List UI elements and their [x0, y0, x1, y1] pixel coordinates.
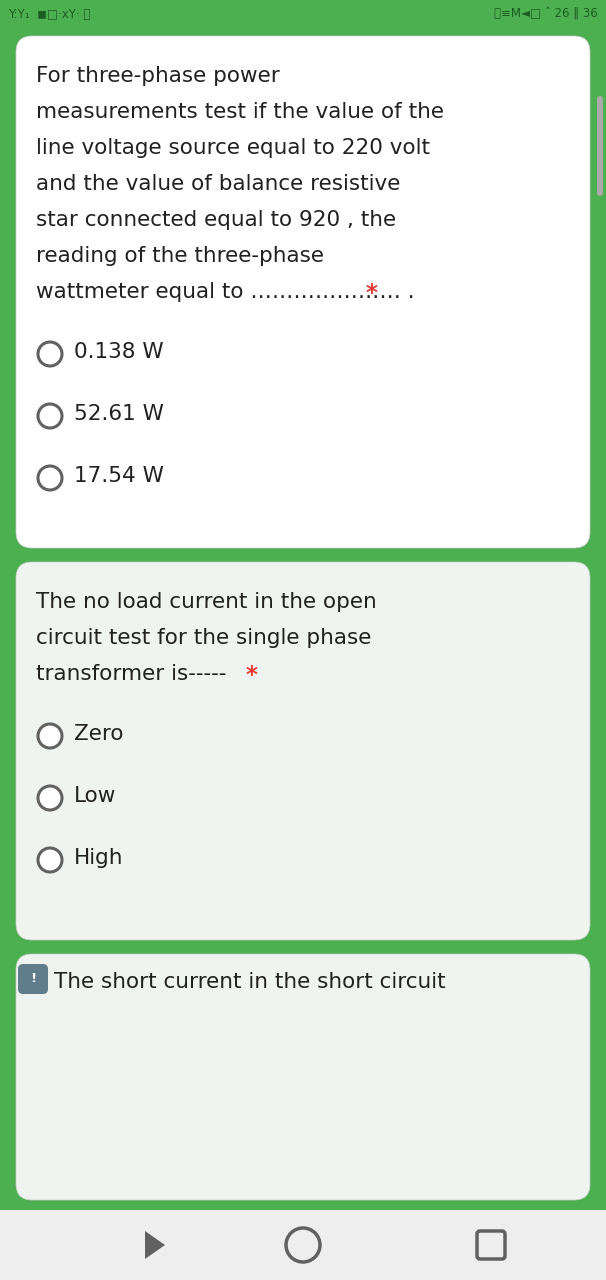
FancyBboxPatch shape	[18, 964, 48, 995]
Text: Zero: Zero	[74, 724, 124, 744]
Circle shape	[38, 404, 62, 428]
Text: !: !	[30, 973, 36, 986]
Text: Y:Y₁  ◼□·xY· ⏰: Y:Y₁ ◼□·xY· ⏰	[8, 8, 90, 20]
Text: 0.138 W: 0.138 W	[74, 342, 164, 362]
Text: The no load current in the open: The no load current in the open	[36, 591, 377, 612]
Text: star connected equal to 920 , the: star connected equal to 920 , the	[36, 210, 396, 230]
Text: 52.61 W: 52.61 W	[74, 404, 164, 424]
Circle shape	[38, 342, 62, 366]
Text: line voltage source equal to 220 volt: line voltage source equal to 220 volt	[36, 138, 430, 157]
Circle shape	[38, 786, 62, 810]
Polygon shape	[145, 1231, 165, 1260]
FancyBboxPatch shape	[16, 36, 590, 548]
Text: transformer is-----: transformer is-----	[36, 664, 233, 684]
Text: *: *	[246, 664, 258, 687]
FancyBboxPatch shape	[16, 954, 590, 1201]
Circle shape	[38, 466, 62, 490]
Text: Low: Low	[74, 786, 116, 806]
Text: and the value of balance resistive: and the value of balance resistive	[36, 174, 401, 195]
Text: reading of the three-phase: reading of the three-phase	[36, 246, 324, 266]
Text: measurements test if the value of the: measurements test if the value of the	[36, 102, 444, 122]
Bar	[0, 0, 606, 28]
Text: For three-phase power: For three-phase power	[36, 67, 280, 86]
FancyBboxPatch shape	[597, 96, 603, 196]
Circle shape	[38, 724, 62, 748]
FancyBboxPatch shape	[16, 562, 590, 940]
Text: 記≡M◄□ ˆ 26 ‖ 36: 記≡M◄□ ˆ 26 ‖ 36	[494, 8, 598, 20]
Text: wattmeter equal to ………………… .: wattmeter equal to ………………… .	[36, 282, 422, 302]
Circle shape	[38, 847, 62, 872]
Text: High: High	[74, 847, 124, 868]
Text: 17.54 W: 17.54 W	[74, 466, 164, 486]
Text: circuit test for the single phase: circuit test for the single phase	[36, 628, 371, 648]
Text: *: *	[366, 282, 378, 305]
Bar	[0, 1210, 606, 1280]
Text: The short current in the short circuit: The short current in the short circuit	[54, 972, 445, 992]
